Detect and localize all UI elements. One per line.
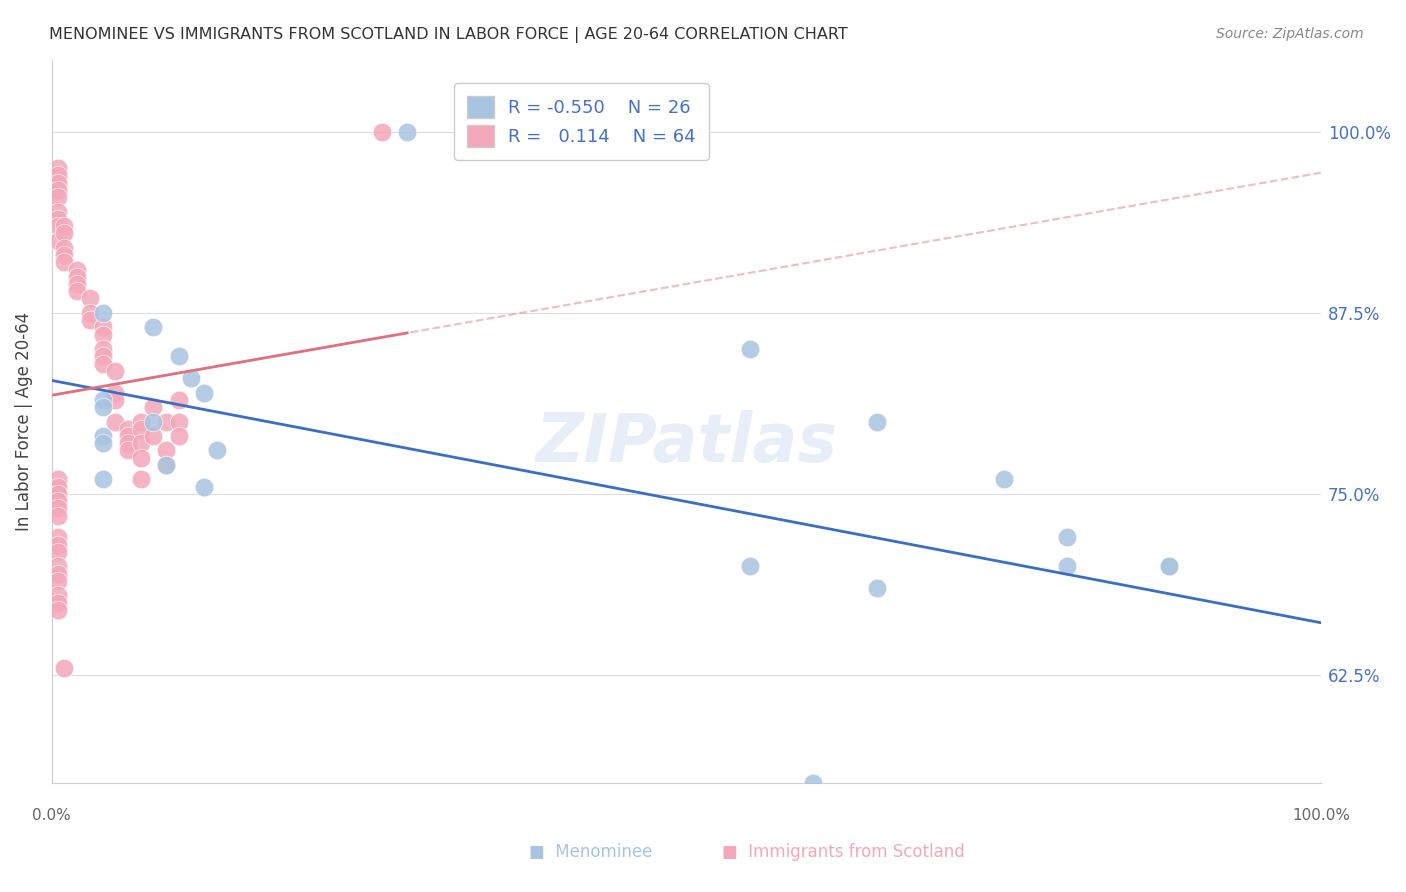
Point xyxy=(180,371,202,385)
Point xyxy=(167,415,190,429)
Point xyxy=(738,559,761,574)
Point xyxy=(66,277,89,291)
Point xyxy=(117,443,139,458)
Point xyxy=(91,327,114,342)
Point xyxy=(46,501,69,516)
Point xyxy=(1056,559,1078,574)
Point xyxy=(53,219,76,233)
Point xyxy=(46,588,69,602)
Point xyxy=(79,313,101,327)
Point xyxy=(46,176,69,190)
Point xyxy=(396,125,419,139)
Point xyxy=(46,508,69,523)
Point xyxy=(193,480,215,494)
Point xyxy=(929,791,952,805)
Point xyxy=(117,429,139,443)
Legend: R = -0.550    N = 26, R =   0.114    N = 64: R = -0.550 N = 26, R = 0.114 N = 64 xyxy=(454,83,709,160)
Point xyxy=(46,494,69,508)
Point xyxy=(104,385,127,400)
Text: 100.0%: 100.0% xyxy=(1292,808,1350,823)
Text: MENOMINEE VS IMMIGRANTS FROM SCOTLAND IN LABOR FORCE | AGE 20-64 CORRELATION CHA: MENOMINEE VS IMMIGRANTS FROM SCOTLAND IN… xyxy=(49,27,848,43)
Point xyxy=(46,219,69,233)
Point xyxy=(46,595,69,609)
Point xyxy=(104,364,127,378)
Point xyxy=(91,320,114,334)
Point xyxy=(91,306,114,320)
Point xyxy=(129,450,152,465)
Point xyxy=(91,350,114,364)
Text: Source: ZipAtlas.com: Source: ZipAtlas.com xyxy=(1216,27,1364,41)
Text: ZIPatlas: ZIPatlas xyxy=(536,410,838,476)
Point xyxy=(46,211,69,226)
Point xyxy=(155,458,177,472)
Point xyxy=(91,392,114,407)
Point xyxy=(46,169,69,183)
Point xyxy=(129,473,152,487)
Point xyxy=(46,559,69,574)
Point xyxy=(142,415,165,429)
Point xyxy=(66,262,89,277)
Point xyxy=(129,422,152,436)
Point xyxy=(46,204,69,219)
Point xyxy=(738,342,761,356)
Point xyxy=(129,415,152,429)
Point xyxy=(193,385,215,400)
Point xyxy=(155,415,177,429)
Point xyxy=(1056,530,1078,544)
Point xyxy=(155,458,177,472)
Point xyxy=(46,480,69,494)
Point xyxy=(46,487,69,501)
Point xyxy=(46,161,69,176)
Point xyxy=(91,473,114,487)
Point xyxy=(117,436,139,450)
Point xyxy=(46,566,69,581)
Point xyxy=(53,660,76,674)
Point xyxy=(205,443,228,458)
Point xyxy=(801,776,824,790)
Point xyxy=(142,429,165,443)
Point xyxy=(142,400,165,414)
Point xyxy=(53,241,76,255)
Point xyxy=(104,392,127,407)
Point xyxy=(866,415,889,429)
Point xyxy=(91,357,114,371)
Point xyxy=(1157,559,1180,574)
Y-axis label: In Labor Force | Age 20-64: In Labor Force | Age 20-64 xyxy=(15,312,32,531)
Point xyxy=(91,429,114,443)
Point xyxy=(46,538,69,552)
Point xyxy=(53,255,76,269)
Text: ■  Immigrants from Scotland: ■ Immigrants from Scotland xyxy=(723,843,965,861)
Point xyxy=(167,392,190,407)
Point xyxy=(46,183,69,197)
Point xyxy=(46,234,69,248)
Point xyxy=(91,436,114,450)
Point xyxy=(167,429,190,443)
Point xyxy=(46,530,69,544)
Point xyxy=(66,269,89,284)
Point xyxy=(46,603,69,617)
Point xyxy=(1157,559,1180,574)
Point xyxy=(371,125,394,139)
Point xyxy=(91,342,114,356)
Point xyxy=(66,285,89,299)
Text: ■  Menominee: ■ Menominee xyxy=(529,843,652,861)
Point xyxy=(46,545,69,559)
Point xyxy=(117,422,139,436)
Point xyxy=(46,473,69,487)
Text: 0.0%: 0.0% xyxy=(32,808,72,823)
Point xyxy=(53,248,76,262)
Point xyxy=(129,436,152,450)
Point xyxy=(155,443,177,458)
Point xyxy=(866,581,889,595)
Point xyxy=(104,415,127,429)
Point xyxy=(53,227,76,241)
Point xyxy=(167,350,190,364)
Point xyxy=(91,400,114,414)
Point xyxy=(993,473,1015,487)
Point xyxy=(79,306,101,320)
Point xyxy=(142,320,165,334)
Point xyxy=(79,292,101,306)
Point xyxy=(46,190,69,204)
Point xyxy=(46,574,69,588)
